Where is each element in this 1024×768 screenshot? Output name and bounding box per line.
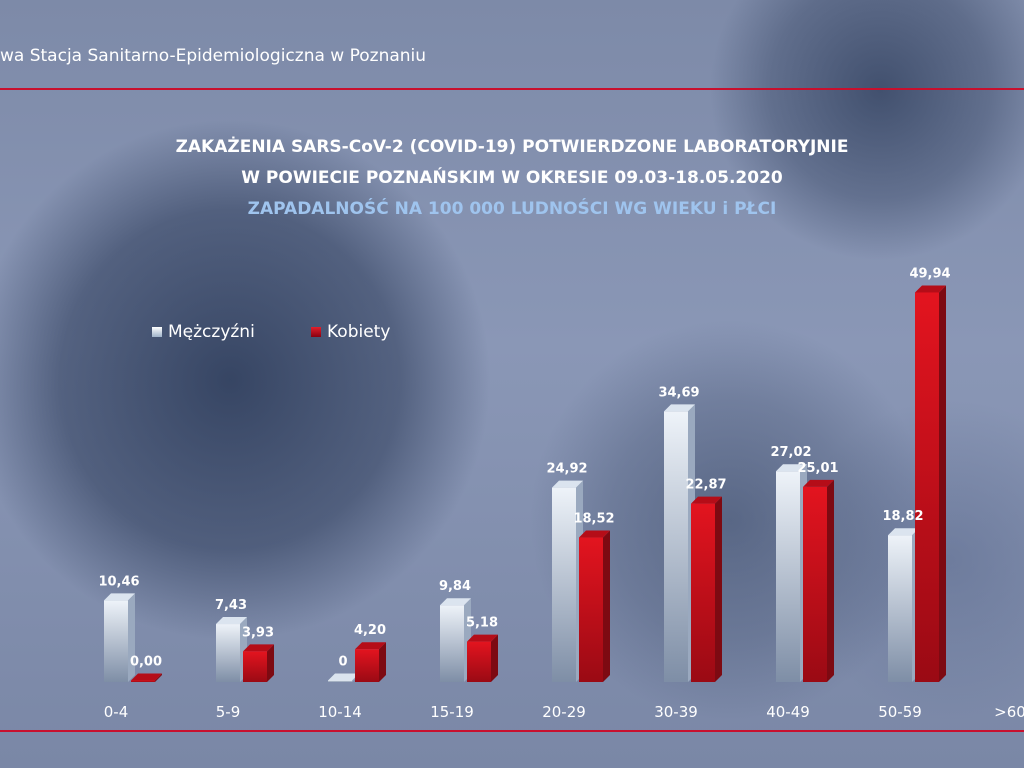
legend-women: Kobiety <box>311 322 390 342</box>
data-label-women-2029: 18,52 <box>573 512 614 527</box>
bar-top-women-1519 <box>467 634 498 642</box>
category-label-59: 5-9 <box>216 703 241 721</box>
bar-men-2029 <box>552 487 576 682</box>
bar-top-men-3039 <box>664 404 695 412</box>
bar-women-04 <box>131 680 155 682</box>
bar-top-women-1014 <box>355 642 386 650</box>
category-label-04: 0-4 <box>104 703 129 721</box>
legend-men: Mężczyźni <box>152 322 255 342</box>
legend-men-swatch <box>152 327 162 337</box>
bar-men-4049 <box>776 471 800 682</box>
bar-men-1519 <box>440 605 464 682</box>
bar-women-3039 <box>691 503 715 682</box>
bar-top-men-1519 <box>440 598 471 606</box>
data-label-women-1014: 4,20 <box>354 623 386 638</box>
bar-side-women-3039 <box>715 496 722 682</box>
category-label-4049: 40-49 <box>766 703 810 721</box>
data-label-women-5059: 49,94 <box>909 266 950 281</box>
bar-women-5059 <box>915 292 939 682</box>
category-label-60: >60 <box>994 703 1024 721</box>
bar-side-women-1519 <box>491 634 498 682</box>
legend-men-label: Mężczyźni <box>168 322 255 342</box>
bar-side-women-4049 <box>827 479 834 682</box>
category-label-5059: 50-59 <box>878 703 922 721</box>
data-label-men-1014: 0 <box>338 655 347 670</box>
organization-name: wa Stacja Sanitarno-Epidemiologiczna w P… <box>0 46 427 66</box>
bar-side-women-59 <box>267 644 274 682</box>
bar-men-1014 <box>328 680 352 682</box>
category-label-3039: 30-39 <box>654 703 698 721</box>
bar-women-4049 <box>803 486 827 682</box>
bar-side-women-1014 <box>379 642 386 682</box>
category-label-1519: 15-19 <box>430 703 474 721</box>
bar-women-1519 <box>467 641 491 682</box>
chart-title: ZAKAŻENIA SARS-CoV-2 (COVID-19) POTWIERD… <box>175 137 849 157</box>
bar-side-women-2029 <box>603 530 610 682</box>
bar-side-men-04 <box>128 593 135 682</box>
bar-top-women-3039 <box>691 496 722 504</box>
bar-top-women-59 <box>243 644 274 652</box>
bar-top-men-1014 <box>328 673 359 681</box>
data-label-men-4049: 27,02 <box>770 445 811 460</box>
category-label-2029: 20-29 <box>542 703 586 721</box>
bottom-divider <box>0 730 1024 732</box>
bar-top-men-2029 <box>552 480 583 488</box>
bar-men-5059 <box>888 535 912 682</box>
data-label-women-1519: 5,18 <box>466 616 498 631</box>
data-label-men-3039: 34,69 <box>658 385 699 400</box>
data-label-women-59: 3,93 <box>242 625 274 640</box>
bar-side-women-5059 <box>939 285 946 682</box>
chart-title-line2: W POWIECIE POZNAŃSKIM W OKRESIE 09.03-18… <box>241 168 783 188</box>
data-label-men-04: 10,46 <box>98 574 139 589</box>
data-label-men-1519: 9,84 <box>439 579 471 594</box>
top-divider <box>0 88 1024 90</box>
legend-women-swatch <box>311 327 321 337</box>
bar-women-1014 <box>355 649 379 682</box>
bar-side-women-04 <box>155 673 162 682</box>
bar-top-women-2029 <box>579 530 610 538</box>
data-label-men-59: 7,43 <box>215 598 247 613</box>
bar-top-women-4049 <box>803 479 834 487</box>
legend-women-label: Kobiety <box>327 322 391 342</box>
bar-top-men-59 <box>216 617 247 625</box>
bar-top-women-5059 <box>915 285 946 293</box>
data-label-men-5059: 18,82 <box>882 509 923 524</box>
bar-top-women-04 <box>131 673 162 681</box>
bar-top-men-4049 <box>776 464 807 472</box>
bar-top-men-04 <box>104 593 135 601</box>
data-label-women-04: 0,00 <box>130 655 162 670</box>
bar-top-men-5059 <box>888 528 919 536</box>
bar-women-2029 <box>579 537 603 682</box>
chart-subtitle: ZAPADALNOŚĆ NA 100 000 LUDNOŚCI WG WIEKU… <box>247 199 777 219</box>
data-label-men-2029: 24,92 <box>546 462 587 477</box>
data-label-women-4049: 25,01 <box>797 461 838 476</box>
bar-men-59 <box>216 624 240 682</box>
category-label-1014: 10-14 <box>318 703 362 721</box>
bar-women-59 <box>243 651 267 682</box>
bar-men-3039 <box>664 411 688 682</box>
bar-men-04 <box>104 600 128 682</box>
data-label-women-3039: 22,87 <box>685 478 726 493</box>
